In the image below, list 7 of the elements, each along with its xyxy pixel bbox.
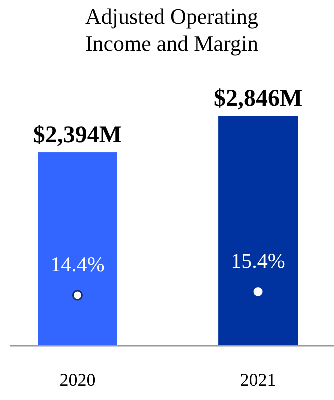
data-label: 15.4% [231, 249, 286, 273]
data-label: 14.4% [50, 252, 105, 277]
data-label: $2,394M [33, 122, 122, 149]
x-tick-label: 2021 [240, 370, 276, 390]
x-tick-label: 2020 [60, 370, 96, 390]
chart-title: Adjusted Operating Income and Margin [85, 4, 259, 56]
data-label: $2,846M [214, 86, 303, 112]
